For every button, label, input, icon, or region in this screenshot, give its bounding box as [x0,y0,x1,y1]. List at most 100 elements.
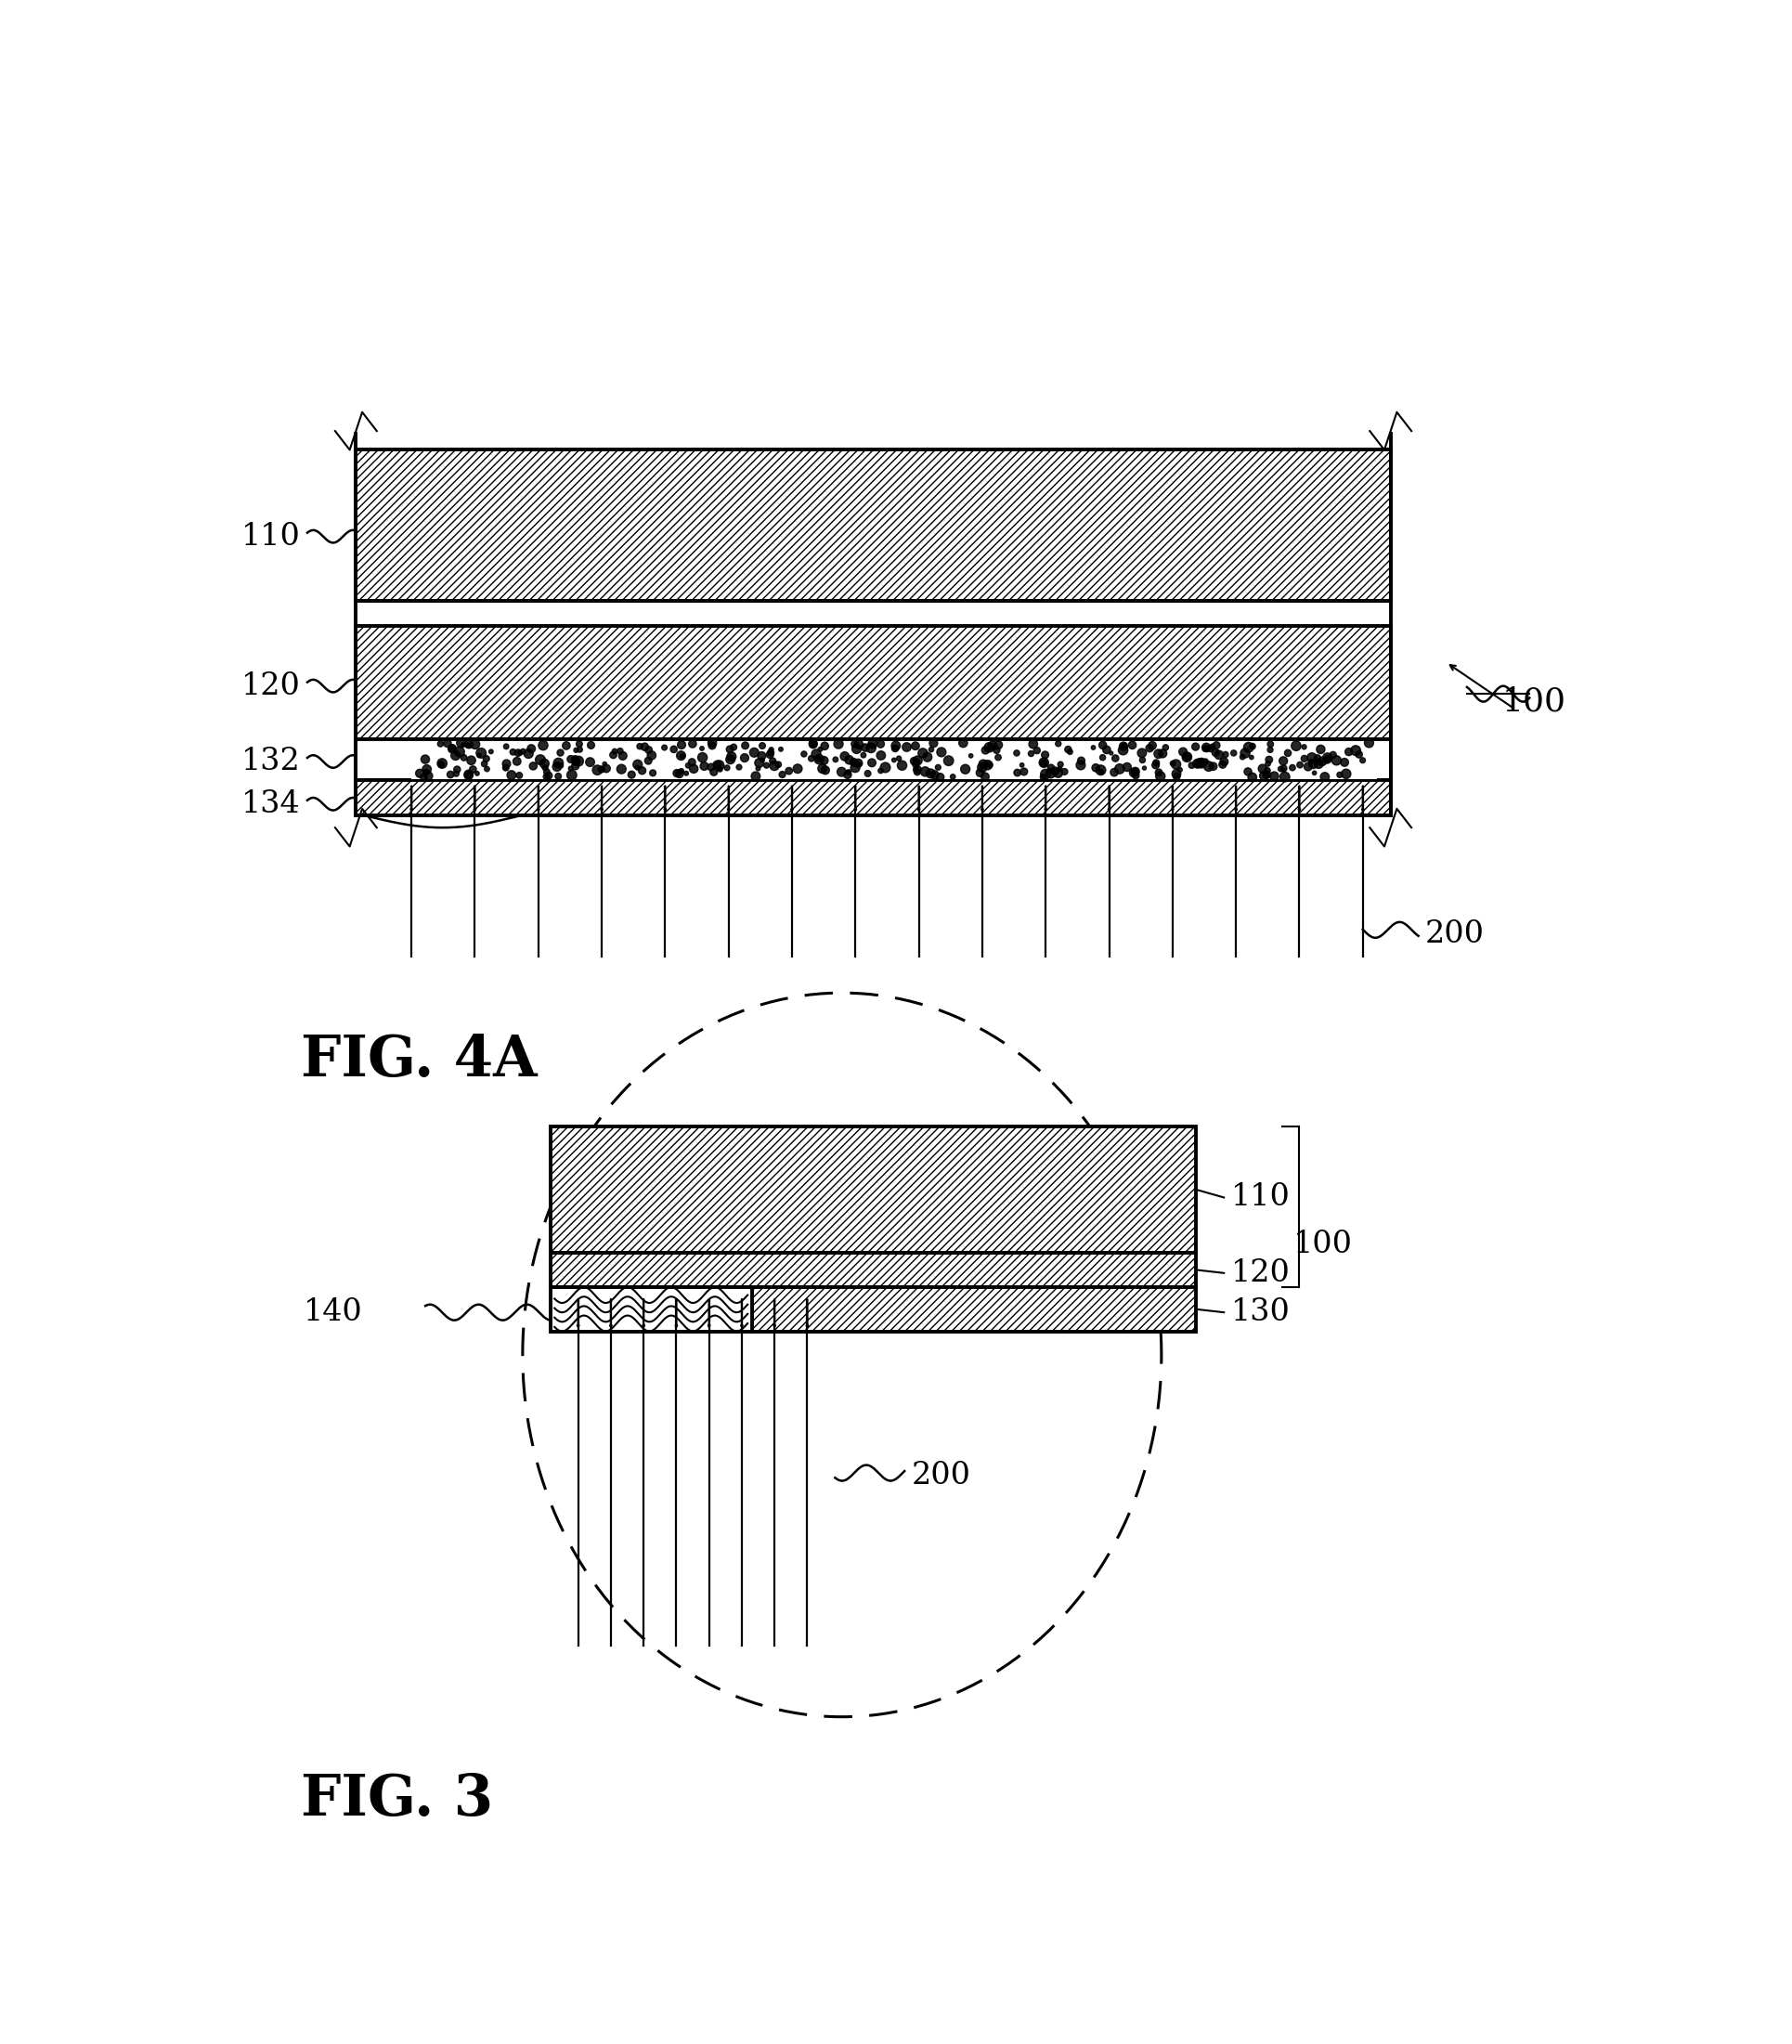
Point [978,1302,1007,1335]
Point [1199,1282,1228,1314]
Point [674,1282,702,1314]
Point [509,1296,538,1329]
Point [948,1306,977,1339]
Point [849,1294,878,1327]
Point [824,1304,853,1337]
Point [444,1296,473,1329]
Point [453,1273,482,1306]
Point [590,1284,618,1316]
Point [1228,1292,1256,1325]
Point [1100,1290,1129,1322]
Point [547,1282,575,1314]
Point [901,1284,930,1316]
Point [502,1288,530,1320]
Point [697,1306,726,1339]
Point [835,1288,864,1320]
Point [1047,1284,1075,1316]
Point [1297,1290,1326,1322]
Point [952,1280,980,1312]
Point [1050,1275,1079,1308]
Point [552,1302,581,1335]
Point [753,1284,781,1316]
Point [1303,1290,1331,1322]
Point [1082,1280,1111,1312]
Point [914,1292,943,1325]
Point [634,1288,663,1320]
Point [1122,1278,1150,1310]
Point [491,1302,520,1335]
Text: 120: 120 [1231,1259,1290,1288]
Point [756,1294,785,1327]
Point [731,1290,760,1322]
Point [667,1278,695,1310]
Point [747,1288,776,1320]
Point [923,1282,952,1314]
Point [805,1290,833,1322]
Point [1036,1275,1064,1308]
Text: 200: 200 [1425,920,1486,950]
Point [801,1294,830,1327]
Point [1109,1302,1138,1335]
Point [763,1284,792,1316]
Point [545,1271,573,1304]
Point [437,1300,466,1333]
Point [1271,1271,1299,1304]
Point [1109,1302,1138,1335]
Point [446,1306,475,1339]
Point [455,1273,484,1306]
Point [1016,1294,1045,1327]
Point [1023,1298,1052,1331]
Point [470,1284,498,1316]
Point [840,1304,869,1337]
Point [812,1278,840,1310]
Point [901,1302,930,1335]
Point [1131,1280,1159,1312]
Point [1269,1280,1297,1312]
Point [717,1292,745,1325]
Bar [357,450,1391,601]
Point [1185,1286,1213,1318]
Bar [357,781,1391,816]
Point [1253,1273,1281,1306]
Point [1043,1275,1072,1308]
Point [443,1280,471,1312]
Point [1331,1273,1360,1306]
Point [625,1302,654,1335]
Point [839,1286,867,1318]
Bar [753,1288,1195,1331]
Point [769,1273,797,1306]
Point [1253,1278,1281,1310]
Point [627,1278,656,1310]
Point [799,1304,828,1337]
Point [564,1298,593,1331]
Point [706,1280,735,1312]
Point [1236,1290,1265,1322]
Point [667,1304,695,1337]
Point [1142,1286,1170,1318]
Point [957,1292,986,1325]
Point [667,1292,695,1325]
Point [758,1288,787,1320]
Point [561,1288,590,1320]
Point [1219,1296,1247,1329]
Point [450,1290,478,1322]
Point [1054,1298,1082,1331]
Point [731,1302,760,1335]
Point [1165,1278,1193,1310]
Point [745,1286,774,1318]
Point [799,1304,828,1337]
Point [1143,1294,1172,1327]
Point [918,1298,946,1331]
Point [747,1292,776,1325]
Point [880,1288,909,1320]
Point [783,1280,812,1312]
Point [975,1284,1004,1316]
Point [1211,1294,1240,1327]
Point [1192,1300,1220,1333]
Point [1256,1298,1285,1331]
Point [1172,1292,1201,1325]
Point [1147,1271,1176,1304]
Point [428,1286,457,1318]
Point [828,1275,857,1308]
Point [1192,1300,1220,1333]
